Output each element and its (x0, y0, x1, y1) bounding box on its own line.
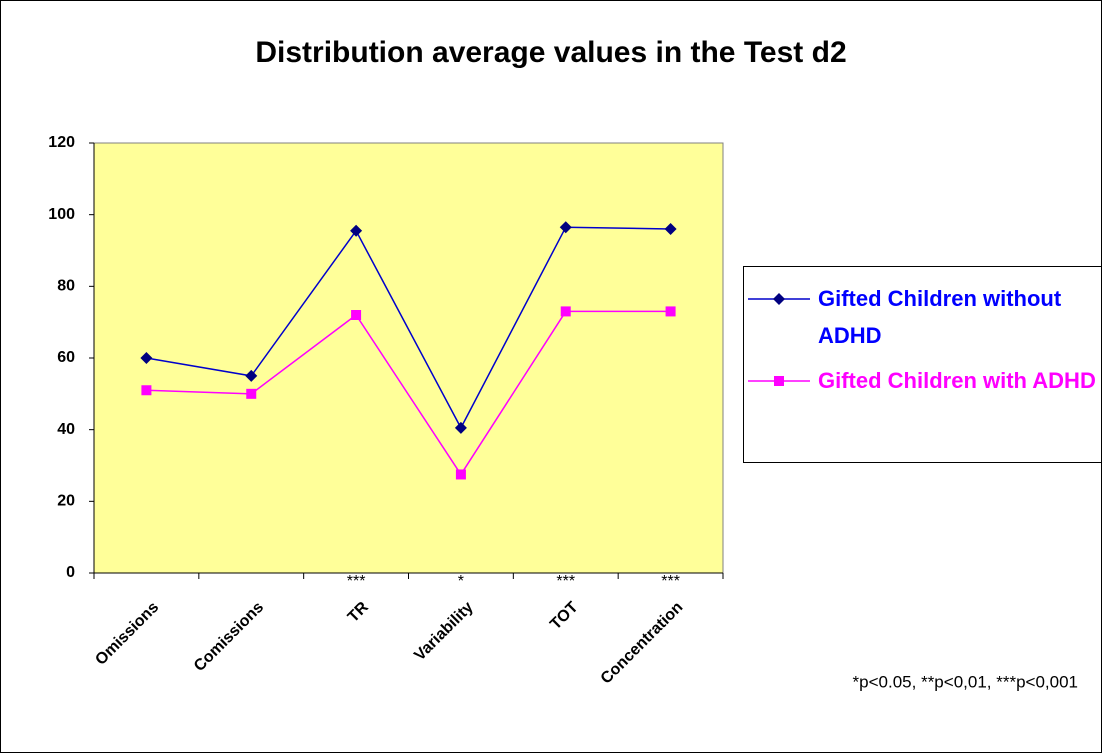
legend-label: Gifted Children without ADHD (818, 286, 1062, 348)
marker (141, 385, 152, 396)
series-line (146, 310, 671, 476)
y-tick-label: 40 (57, 421, 75, 438)
y-tick-label: 100 (48, 206, 75, 223)
marker (245, 369, 258, 382)
marker (140, 352, 153, 364)
marker (350, 224, 363, 237)
significance-label: *** (347, 573, 366, 590)
legend-box (743, 266, 1102, 463)
y-tick-label: 20 (57, 493, 75, 510)
marker (560, 306, 571, 317)
plot-area (93, 142, 724, 574)
marker (665, 306, 676, 317)
significance-label: * (458, 573, 464, 590)
y-tick-label: 80 (57, 278, 75, 295)
marker (774, 376, 784, 386)
marker (246, 388, 257, 399)
series-line (146, 226, 671, 430)
y-tick-label: 120 (48, 134, 75, 151)
y-tick-label: 60 (57, 349, 75, 366)
marker (351, 310, 362, 320)
marker (559, 221, 572, 234)
chart-title: Distribution average values in the Test … (255, 36, 846, 69)
marker (455, 469, 466, 480)
marker (664, 223, 677, 235)
marker (454, 421, 467, 434)
legend-label: Gifted Children with ADHD (818, 368, 1096, 393)
footnote: *p<0.05, **p<0,01, ***p<0,001 (853, 672, 1078, 691)
y-tick-label: 0 (66, 564, 75, 581)
marker (773, 293, 785, 305)
significance-label: *** (661, 573, 680, 590)
significance-label: *** (556, 573, 575, 590)
